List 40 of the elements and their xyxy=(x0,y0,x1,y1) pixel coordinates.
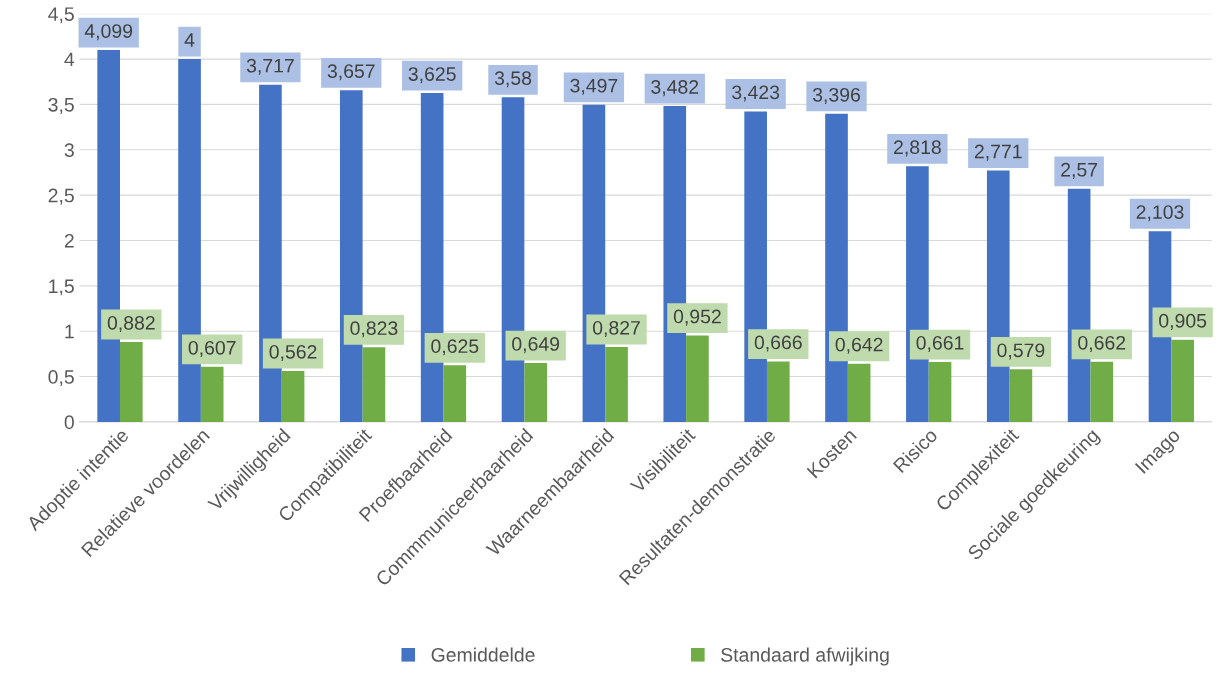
data-label: 0,642 xyxy=(835,337,883,354)
data-label: 2,771 xyxy=(974,144,1022,161)
data-label: 0,607 xyxy=(188,340,236,357)
data-label: 0,882 xyxy=(107,315,155,333)
data-label: 0,827 xyxy=(592,320,640,337)
data-label: 0,625 xyxy=(431,339,479,356)
data-label: 3,497 xyxy=(570,78,618,95)
data-label: 0,661 xyxy=(916,335,964,353)
data-label: 0,905 xyxy=(1159,313,1207,330)
y-tick-label: 1,5 xyxy=(49,279,74,296)
data-label: 3,396 xyxy=(812,87,860,104)
data-label: 4 xyxy=(184,33,195,47)
data-label: 0,649 xyxy=(512,337,560,354)
legend-label: Gemiddelde xyxy=(431,647,535,662)
data-label: 2,103 xyxy=(1136,205,1184,222)
y-tick-label: 0,5 xyxy=(48,370,74,387)
data-label: 3,58 xyxy=(494,71,532,88)
data-label: 3,482 xyxy=(651,80,699,97)
y-tick-label: 1 xyxy=(65,324,74,339)
data-label: 0,562 xyxy=(269,344,317,362)
data-label: 3,657 xyxy=(327,64,375,81)
y-tick-label: 3,5 xyxy=(48,97,74,114)
data-label: 0,952 xyxy=(673,309,721,326)
data-label: 0,579 xyxy=(997,343,1045,360)
data-label: 3,717 xyxy=(246,58,294,75)
data-label: 0,823 xyxy=(350,321,398,338)
legend-label: Standaard afwijking xyxy=(721,647,889,666)
data-label: 0,666 xyxy=(754,335,802,352)
data-label: 3,423 xyxy=(732,85,780,102)
y-tick-label: 2 xyxy=(64,233,74,248)
data-label: 4,099 xyxy=(84,24,133,41)
y-tick-label: 4,5 xyxy=(48,7,74,24)
data-label: 0,662 xyxy=(1078,335,1126,352)
y-tick-label: 4 xyxy=(64,52,75,67)
y-tick-label: 3 xyxy=(64,143,74,158)
data-label: 3,625 xyxy=(408,67,456,84)
y-tick-label: 0 xyxy=(64,415,74,430)
data-label: 2,57 xyxy=(1061,162,1098,179)
data-label: 2,818 xyxy=(894,140,941,157)
y-tick-label: 2,5 xyxy=(48,188,74,205)
